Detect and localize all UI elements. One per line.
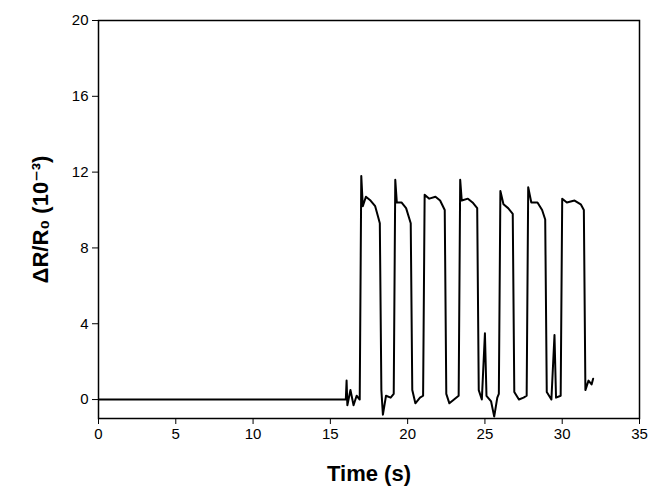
svg-text:8: 8 xyxy=(80,239,88,256)
svg-text:0: 0 xyxy=(94,425,102,442)
svg-text:15: 15 xyxy=(322,425,339,442)
svg-text:35: 35 xyxy=(631,425,648,442)
svg-text:20: 20 xyxy=(72,11,89,28)
svg-text:25: 25 xyxy=(477,425,494,442)
svg-text:Time (s): Time (s) xyxy=(327,461,411,486)
svg-text:0: 0 xyxy=(80,390,88,407)
svg-text:ΔR/R₀ (10⁻³): ΔR/R₀ (10⁻³) xyxy=(28,156,53,284)
svg-text:30: 30 xyxy=(554,425,571,442)
svg-text:5: 5 xyxy=(172,425,180,442)
svg-text:10: 10 xyxy=(245,425,262,442)
svg-text:16: 16 xyxy=(72,87,89,104)
svg-text:20: 20 xyxy=(399,425,416,442)
svg-text:12: 12 xyxy=(72,163,89,180)
svg-text:4: 4 xyxy=(80,315,88,332)
